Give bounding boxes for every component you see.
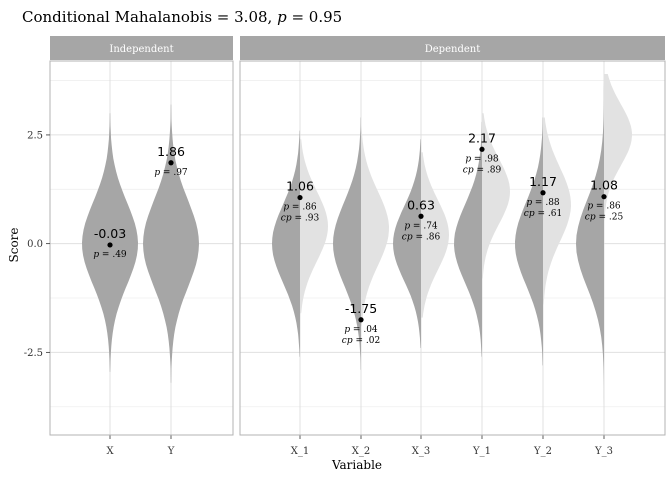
violin-unconditional-half: [393, 139, 421, 349]
violin-unconditional-half: [272, 130, 300, 357]
score-point: [601, 194, 607, 200]
x-tick-label: Y: [167, 446, 175, 457]
panel-independent: Independent -0.03 p = .49 X 1.86 p = .97 Y: [49, 36, 234, 457]
x-tick-label: X_1: [291, 446, 309, 457]
y-tick-label: 2.5: [27, 130, 43, 141]
cp-value-label: cp = .89: [463, 165, 502, 175]
score-point: [358, 317, 364, 323]
violin-right-half: [110, 113, 138, 372]
score-value-label: 1.86: [157, 144, 185, 159]
x-tick-label: Y_2: [533, 446, 552, 457]
score-value-label: -0.03: [94, 226, 126, 241]
violin-left-half: [143, 104, 171, 383]
y-axis: -2.5 0.0 2.5: [24, 130, 50, 359]
violin-conditional-half: [300, 139, 328, 314]
violin-conditional-half: [421, 152, 449, 318]
p-value-label: p = .04: [344, 325, 378, 335]
score-point: [418, 213, 424, 219]
y-tick-label: 0.0: [27, 239, 43, 250]
x-tick-label: X: [106, 446, 114, 457]
score-point: [168, 160, 174, 166]
chart-title-prefix: Conditional Mahalanobis = 3.08,: [22, 8, 277, 26]
violin-unconditional-half: [333, 117, 361, 370]
violin-y: 1.86 p = .97 Y: [143, 104, 199, 457]
y-axis-title: Score: [7, 227, 21, 262]
chart-title: Conditional Mahalanobis = 3.08, p = 0.95: [22, 8, 342, 26]
panel-strip: [240, 36, 665, 60]
violin-conditional-half: [543, 117, 571, 305]
panel-strip-label: Independent: [109, 44, 173, 55]
p-value-label: p = .86: [587, 202, 621, 212]
violin-unconditional-half: [576, 74, 604, 414]
cp-value-label: cp = .86: [402, 232, 441, 242]
violin-x: -0.03 p = .49 X: [82, 113, 138, 457]
chart-title-p: p: [277, 8, 287, 26]
p-value-label: p = .97: [154, 168, 188, 178]
violin-left-half: [82, 113, 110, 372]
violin-unconditional-half: [454, 121, 482, 357]
cp-value-label: cp = .61: [524, 209, 562, 219]
violin-conditional-half: [604, 74, 632, 222]
violin-conditional-half: [361, 126, 389, 327]
panel-border: [239, 60, 666, 436]
score-value-label: -1.75: [345, 301, 377, 316]
x-tick-label: Y_3: [594, 446, 613, 457]
score-value-label: 1.06: [286, 179, 314, 194]
p-value-label: p = .88: [526, 198, 560, 208]
score-value-label: 2.17: [468, 130, 496, 145]
p-value-label: p = .98: [465, 154, 499, 164]
cp-value-label: cp = .93: [281, 214, 320, 224]
panel-border: [49, 60, 234, 436]
violin-conditional-half: [482, 113, 510, 279]
y-tick-label: -2.5: [24, 348, 43, 359]
p-value-label: p = .49: [93, 250, 127, 260]
panels-group: Independent -0.03 p = .49 X 1.86 p = .97 Y Depe…: [24, 36, 666, 457]
score-value-label: 1.08: [590, 178, 618, 193]
panel-background: [50, 61, 233, 435]
violin-right-half: [171, 104, 199, 383]
p-value-label: p = .86: [283, 203, 317, 213]
panel-strip: [50, 36, 233, 60]
score-value-label: 0.63: [407, 197, 435, 212]
score-point: [479, 146, 485, 152]
x-axis-title: Variable: [331, 458, 382, 472]
p-value-label: p = .74: [404, 221, 438, 231]
score-point: [297, 194, 303, 201]
cp-value-label: cp = .02: [342, 336, 380, 346]
x-tick-label: X_2: [352, 446, 370, 457]
x-tick-label: Y_1: [472, 446, 491, 457]
cp-value-label: cp = .25: [585, 213, 624, 223]
score-value-label: 1.17: [529, 174, 557, 189]
violin-unconditional-half: [515, 117, 543, 366]
chart-title-suffix: = 0.95: [287, 8, 343, 26]
score-point: [540, 190, 546, 196]
score-point: [107, 242, 113, 248]
x-tick-label: X_3: [412, 446, 430, 457]
panel-strip-label: Dependent: [425, 44, 480, 55]
